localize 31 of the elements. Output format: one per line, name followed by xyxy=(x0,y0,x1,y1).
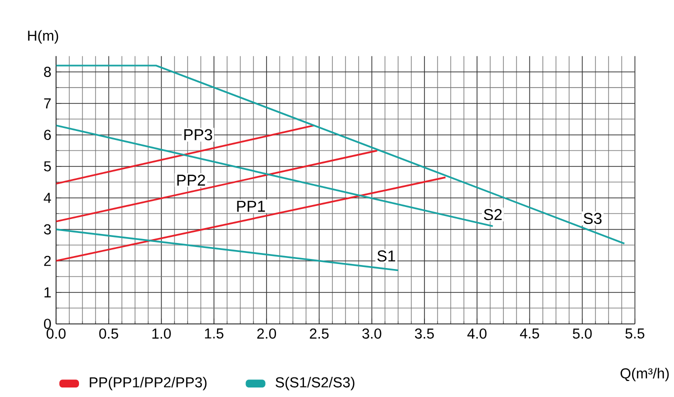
y-tick-label: 3 xyxy=(44,224,51,235)
x-tick-label: 5.0 xyxy=(572,328,592,339)
series-label: PP1 xyxy=(237,201,265,212)
x-tick-label: 0.0 xyxy=(46,328,66,339)
x-tick-label: 2.5 xyxy=(310,328,329,339)
y-axis-title: H(m) xyxy=(28,30,58,44)
series-label: S2 xyxy=(484,209,502,220)
x-tick-label: 4.5 xyxy=(520,328,540,339)
x-tick-label: 1.0 xyxy=(152,328,171,339)
series-label: PP2 xyxy=(177,174,206,186)
x-tick-label: 5.5 xyxy=(625,328,644,339)
x-axis-title: Q(m³/h) xyxy=(620,368,669,382)
y-tick-label: 2 xyxy=(44,256,51,266)
y-tick-label: 6 xyxy=(44,130,51,140)
y-tick-label: 5 xyxy=(44,161,51,172)
x-tick-label: 0.5 xyxy=(99,328,118,339)
y-tick-label: 0 xyxy=(44,318,51,330)
series-label: PP3 xyxy=(184,129,212,140)
text: S(S1/S2/S3) xyxy=(276,377,354,390)
y-tick-label: 7 xyxy=(44,98,51,108)
x-tick-label: 3.0 xyxy=(362,328,382,339)
y-tick-label: 1 xyxy=(44,288,51,298)
series-label: S3 xyxy=(584,213,602,224)
y-tick-label: 4 xyxy=(44,193,52,203)
x-tick-label: 4.0 xyxy=(467,328,487,339)
series-label: S1 xyxy=(377,250,396,262)
x-tick-label: 1.5 xyxy=(205,328,224,339)
x-tick-label: 2.0 xyxy=(257,328,276,339)
y-tick-label: 8 xyxy=(44,66,51,78)
x-tick-label: 3.5 xyxy=(414,328,434,339)
text: PP(PP1/PP2/PP3) xyxy=(90,377,206,390)
